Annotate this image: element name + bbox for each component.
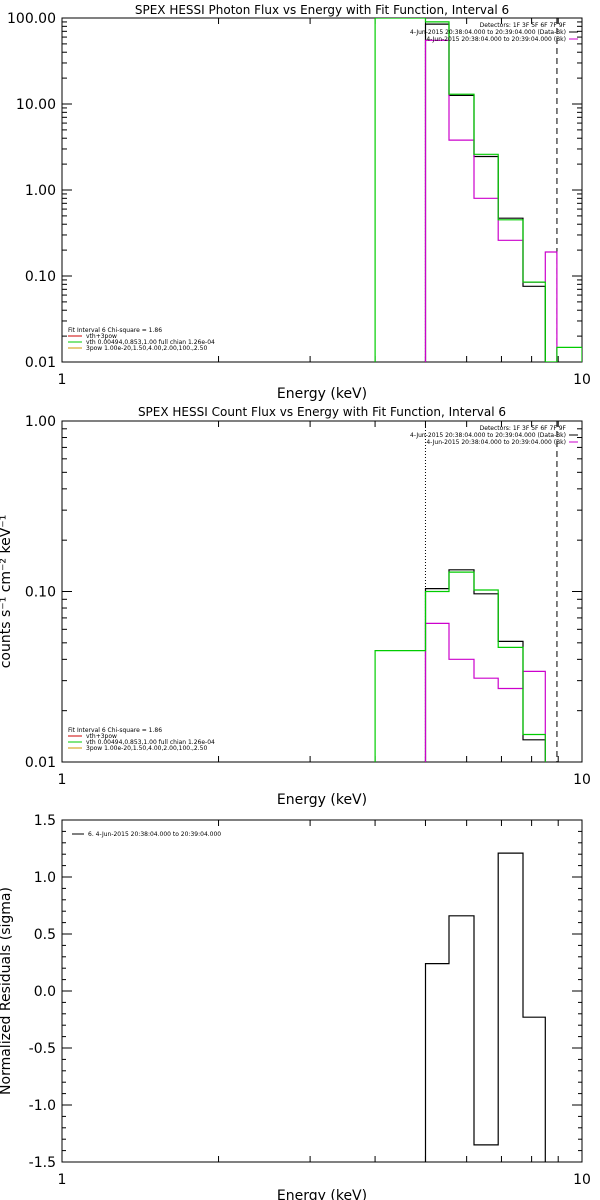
chart-title: SPEX HESSI Photon Flux vs Energy with Fi… bbox=[135, 3, 509, 17]
y-tick-label: 0.01 bbox=[25, 355, 56, 371]
y-tick-label: 100.00 bbox=[7, 11, 56, 27]
fit-legend-entry: vth+3pow bbox=[86, 333, 117, 340]
series-bk bbox=[424, 39, 558, 362]
y-tick-label: 1.5 bbox=[34, 813, 56, 829]
x-tick-label: 10 bbox=[573, 372, 591, 388]
plot-frame bbox=[61, 17, 583, 363]
chart-panel-2: 1 10 0.01 0.10 1.00 SPEX HESSI Count Flux vs … bbox=[0, 405, 591, 808]
y-tick-label: 1.00 bbox=[25, 414, 56, 430]
legend-entry: Detectors: 1F 3F 5F 6F 7F 9F bbox=[480, 425, 567, 432]
series-data-bk bbox=[424, 23, 546, 362]
x-tick-label: 1 bbox=[58, 1172, 67, 1188]
y-tick-label: 0.0 bbox=[34, 984, 56, 1000]
y-tick-label: 1.00 bbox=[25, 183, 56, 199]
legend-entry: 4-Jun-2015 20:38:04.000 to 20:39:04.000 … bbox=[410, 432, 566, 439]
plot-frame bbox=[61, 420, 583, 763]
series-vth-3pow bbox=[374, 571, 546, 762]
y-tick-label: 0.5 bbox=[34, 927, 56, 943]
fit-legend-entry: 3pow 1.00e-20,1.50,4.00,2.00,100.,2.50 bbox=[86, 745, 207, 752]
x-tick-label: 1 bbox=[58, 372, 67, 388]
chart-panel-1: 1 10 0.01 0.10 1.00 10.00 100.00 SPEX HESSI Pho… bbox=[7, 3, 591, 402]
plot-frame bbox=[61, 819, 583, 1163]
series-residuals bbox=[424, 852, 546, 1162]
series-data-bk bbox=[424, 569, 546, 762]
legend-entry: 4-Jun-2015 20:38:04.000 to 20:39:04.000 … bbox=[426, 36, 566, 43]
y-tick-label: -0.5 bbox=[29, 1041, 56, 1057]
y-tick-label: -1.0 bbox=[29, 1098, 56, 1114]
fit-legend-header: Fit Interval 6 Chi-square = 1.86 bbox=[68, 727, 162, 734]
y-tick-label: 0.10 bbox=[25, 585, 56, 601]
y-tick-label: -1.5 bbox=[29, 1155, 56, 1171]
y-tick-label: 1.0 bbox=[34, 870, 56, 886]
legend-entry: Detectors: 1F 3F 5F 6F 7F 9F bbox=[480, 22, 567, 29]
chart-panel-3: 1 10 -1.5 -1.0 -0.5 0.0 0.5 1.0 1.5 Energy (keV) N… bbox=[0, 813, 591, 1200]
legend-entry: 4-Jun-2015 20:38:04.000 to 20:39:04.000 … bbox=[410, 29, 566, 36]
x-axis-label: Energy (keV) bbox=[277, 792, 367, 808]
legend-entry: 4-Jun-2015 20:38:04.000 to 20:39:04.000 … bbox=[426, 439, 566, 446]
fit-legend-entry: vth+3pow bbox=[86, 733, 117, 740]
series-bk bbox=[424, 622, 546, 762]
x-axis-label: Energy (keV) bbox=[277, 1188, 367, 1200]
fit-legend-entry: vth 0.00494,0.853,1.00 full chian 1.26e-… bbox=[86, 339, 215, 346]
chart-title: SPEX HESSI Count Flux vs Energy with Fit… bbox=[138, 405, 506, 419]
fit-legend-entry: 3pow 1.00e-20,1.50,4.00,2.00,100.,2.50 bbox=[86, 345, 207, 352]
y-tick-label: 0.10 bbox=[25, 269, 56, 285]
series-vth-3pow bbox=[374, 18, 582, 362]
y-tick-label: 0.01 bbox=[25, 755, 56, 771]
x-axis-label: Energy (keV) bbox=[277, 386, 367, 402]
fit-legend-entry: vth 0.00494,0.853,1.00 full chian 1.26e-… bbox=[86, 739, 215, 746]
y-axis-label: Normalized Residuals (sigma) bbox=[0, 887, 14, 1095]
residuals-legend-entry: 6. 4-Jun-2015 20:38:04.000 to 20:39:04.0… bbox=[88, 831, 221, 838]
x-tick-label: 10 bbox=[573, 1172, 591, 1188]
fit-legend-header: Fit Interval 6 Chi-square = 1.86 bbox=[68, 327, 162, 334]
y-tick-label: 10.00 bbox=[16, 97, 56, 113]
x-tick-label: 1 bbox=[58, 772, 67, 788]
x-tick-label: 10 bbox=[573, 772, 591, 788]
y-axis-label: counts s⁻¹ cm⁻² keV⁻¹ bbox=[0, 515, 14, 669]
